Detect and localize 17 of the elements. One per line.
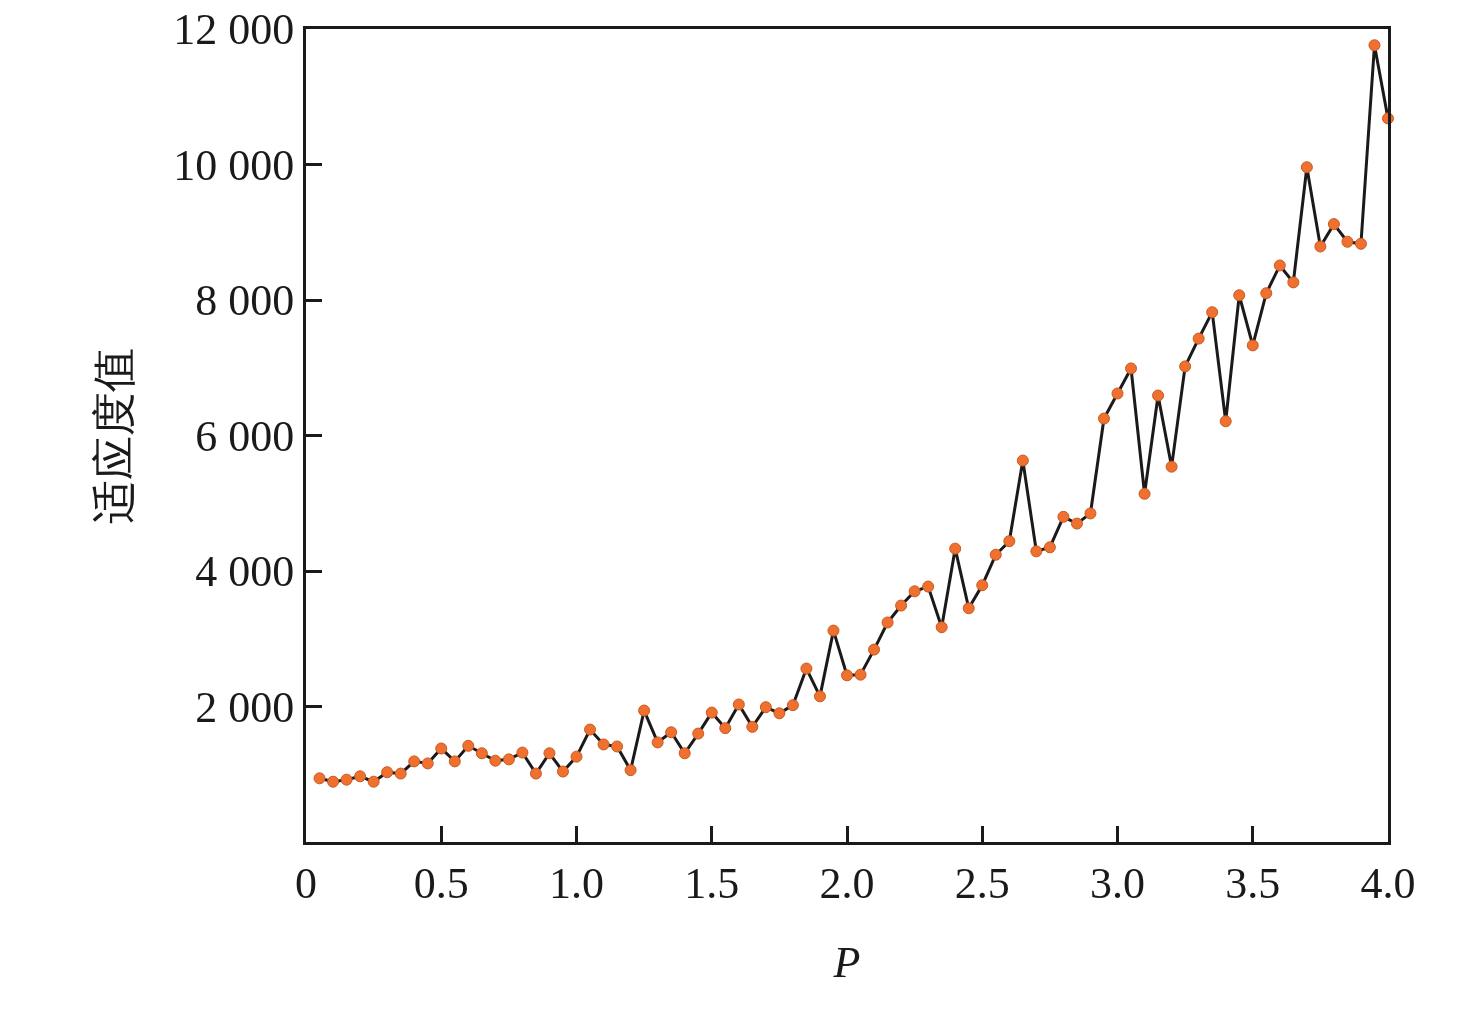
x-tick-label: 1.5 bbox=[684, 858, 740, 908]
x-tick-label: 2.0 bbox=[819, 858, 875, 908]
x-tick-label: 0.5 bbox=[413, 858, 469, 908]
y-tick-label: 10 000 bbox=[173, 140, 295, 190]
x-tick-label: 4.0 bbox=[1360, 858, 1416, 908]
y-axis-title: 适应度值 bbox=[90, 347, 140, 524]
x-tick-label: 3.5 bbox=[1225, 858, 1281, 908]
x-tick-label: 3.0 bbox=[1090, 858, 1145, 908]
y-tick-label: 6 000 bbox=[195, 411, 295, 461]
y-tick-label: 2 000 bbox=[195, 682, 295, 732]
x-axis-title: P bbox=[832, 938, 861, 988]
y-tick-label: 4 000 bbox=[195, 547, 295, 597]
y-tick-label: 8 000 bbox=[195, 276, 295, 326]
x-tick-label: 0 bbox=[295, 858, 317, 908]
y-tick-label: 12 000 bbox=[173, 5, 295, 55]
x-tick-label: 1.0 bbox=[549, 858, 604, 908]
x-tick-label: 2.5 bbox=[954, 858, 1010, 908]
